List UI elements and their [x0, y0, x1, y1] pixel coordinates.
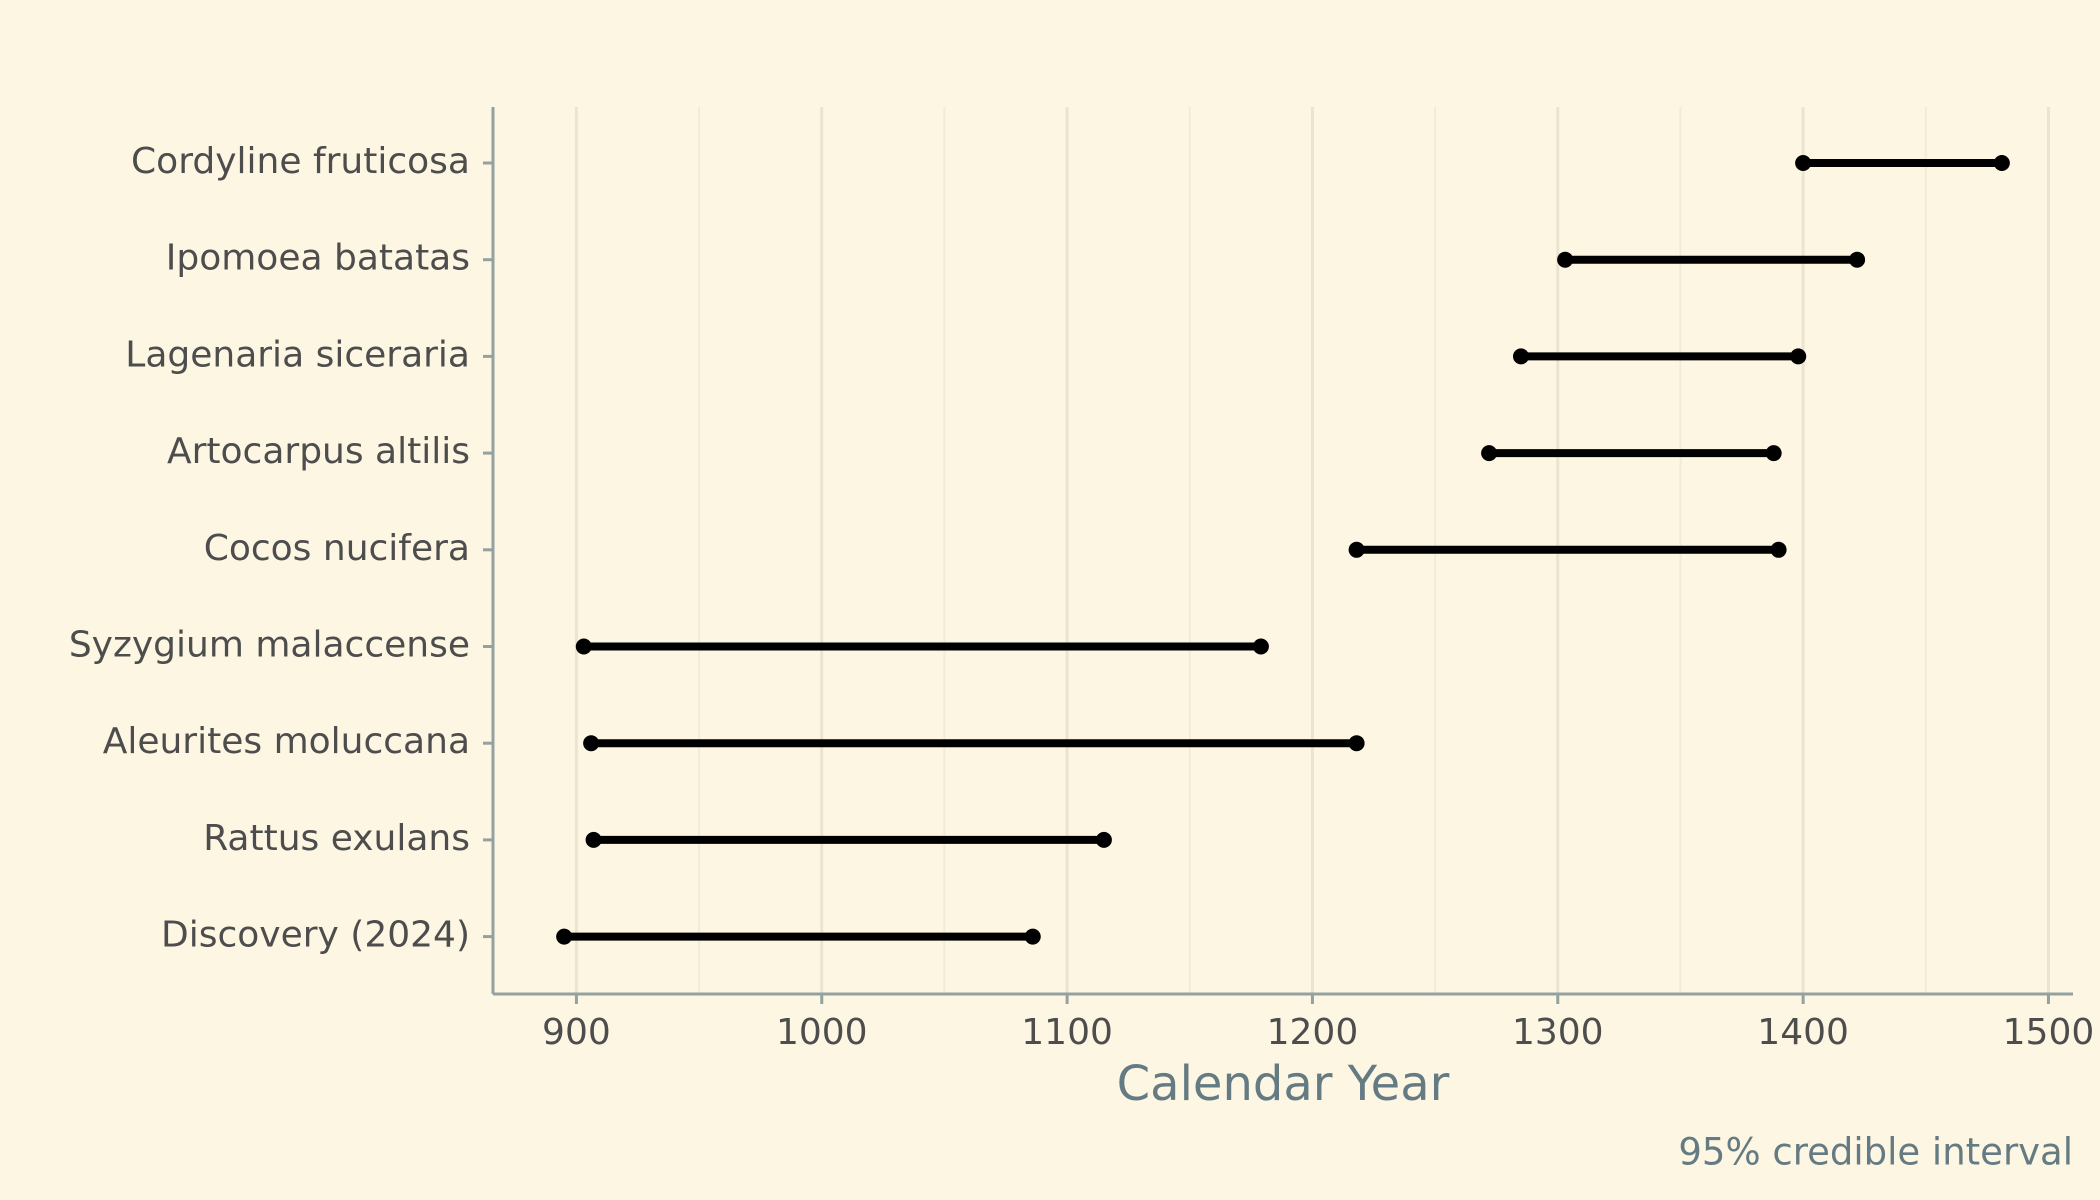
low-point: [1512, 348, 1529, 365]
caption: 95% credible interval: [1678, 1131, 2073, 1174]
x-tick-label: 1300: [1512, 1012, 1604, 1053]
y-tick-label: Lagenaria siceraria: [125, 334, 470, 375]
y-tick-label: Cocos nucifera: [204, 528, 470, 569]
y-tick-label: Rattus exulans: [203, 818, 470, 859]
y-tick-label: Syzygium malaccense: [69, 625, 470, 666]
high-point: [1348, 735, 1365, 752]
x-tick-label: 1400: [1757, 1012, 1849, 1053]
x-tick-label: 1100: [1021, 1012, 1113, 1053]
x-tick-label: 1000: [776, 1012, 868, 1053]
y-tick-label: Ipomoea batatas: [166, 238, 470, 279]
low-point: [1348, 541, 1365, 558]
low-point: [1557, 251, 1574, 268]
high-point: [1770, 541, 1787, 558]
low-point: [1481, 445, 1498, 462]
high-point: [1790, 348, 1807, 365]
high-point: [1849, 251, 1866, 268]
y-tick-label: Aleurites moluccana: [103, 721, 470, 762]
low-point: [575, 638, 592, 655]
x-tick-label: 900: [542, 1012, 611, 1053]
y-tick-label: Artocarpus altilis: [167, 431, 470, 472]
x-tick-label: 1500: [2003, 1012, 2095, 1053]
y-tick-label: Cordyline fruticosa: [131, 141, 470, 182]
low-point: [583, 735, 600, 752]
high-point: [1024, 928, 1041, 945]
low-point: [1795, 155, 1812, 171]
high-point: [1095, 831, 1112, 848]
high-point: [1252, 638, 1269, 655]
x-axis-title: Calendar Year: [1117, 1056, 1450, 1112]
y-tick-label: Discovery (2024): [161, 915, 470, 956]
high-point: [1993, 155, 2010, 171]
high-point: [1765, 445, 1782, 462]
x-tick-label: 1200: [1267, 1012, 1359, 1053]
low-point: [585, 831, 602, 848]
low-point: [556, 928, 573, 945]
